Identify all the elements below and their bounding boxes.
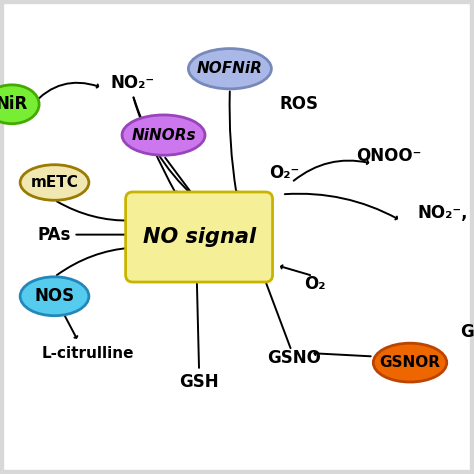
Text: G: G xyxy=(460,323,474,341)
Ellipse shape xyxy=(122,115,205,155)
Text: ONOO⁻: ONOO⁻ xyxy=(356,147,421,165)
Ellipse shape xyxy=(188,49,271,89)
Text: NiNORs: NiNORs xyxy=(131,128,196,143)
Ellipse shape xyxy=(373,343,447,382)
Text: GSNOR: GSNOR xyxy=(380,355,440,370)
Text: GSNO: GSNO xyxy=(267,349,321,367)
Text: ROS: ROS xyxy=(279,95,318,113)
Text: L-citrulline: L-citrulline xyxy=(41,346,134,361)
Text: GSH: GSH xyxy=(179,373,219,391)
Text: O₂: O₂ xyxy=(304,275,326,293)
Ellipse shape xyxy=(20,277,89,316)
Text: NiR: NiR xyxy=(0,95,28,113)
Text: NOS: NOS xyxy=(35,287,74,305)
Text: O₂⁻: O₂⁻ xyxy=(269,164,300,182)
FancyBboxPatch shape xyxy=(126,192,273,282)
Text: mETC: mETC xyxy=(30,175,79,190)
Ellipse shape xyxy=(20,165,89,200)
Text: NOFNiR: NOFNiR xyxy=(197,61,263,76)
Text: NO signal: NO signal xyxy=(143,227,255,247)
Ellipse shape xyxy=(0,85,39,124)
Text: NO₂⁻: NO₂⁻ xyxy=(110,74,155,92)
Text: PAs: PAs xyxy=(38,226,71,244)
Text: NO₂⁻,: NO₂⁻, xyxy=(417,204,468,222)
